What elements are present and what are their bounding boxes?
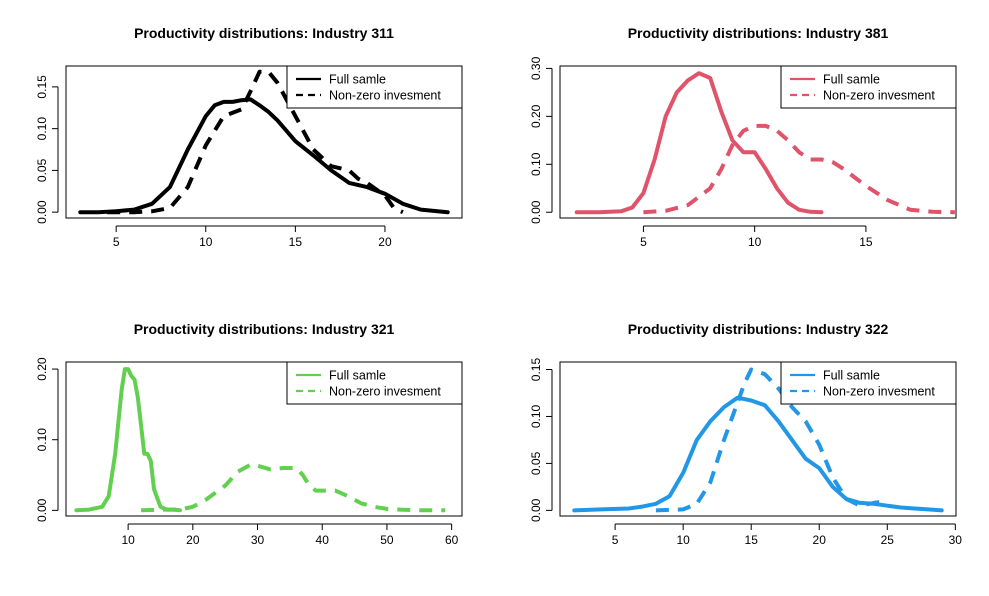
chart-panel: Productivity distributions: Industry 311… [35, 25, 463, 249]
chart-title: Productivity distributions: Industry 322 [628, 321, 889, 337]
legend: Full samle Non-zero invesment [780, 65, 957, 109]
x-tick-label: 15 [289, 235, 303, 249]
legend-label: Non-zero invesment [823, 385, 935, 399]
legend-box [286, 361, 463, 405]
x-tick-label: 5 [113, 235, 120, 249]
x-tick-label: 5 [640, 235, 647, 249]
y-tick-label: 0.30 [529, 56, 543, 80]
legend-label: Non-zero invesment [823, 89, 935, 103]
series-line-full-sample [572, 395, 944, 513]
y-tick-label: 0.05 [529, 451, 543, 475]
series-line-full-sample [78, 97, 450, 215]
x-tick-label: 10 [199, 235, 213, 249]
legend-label: Full samle [823, 369, 880, 383]
x-tick-label: 60 [445, 533, 459, 547]
legend: Full samle Non-zero invesment [286, 361, 463, 405]
chart-panel: Productivity distributions: Industry 381… [529, 25, 957, 249]
y-tick-label: 0.00 [35, 498, 49, 522]
legend-box [780, 361, 957, 405]
series-line-nonzero-investment [141, 462, 446, 513]
y-tick-label: 0.00 [529, 498, 543, 522]
series-line-nonzero-investment [643, 123, 955, 215]
x-tick-label: 25 [881, 533, 895, 547]
y-tick-label: 0.10 [529, 152, 543, 176]
legend-box [780, 65, 957, 109]
x-tick-label: 15 [745, 533, 759, 547]
plot-frame [65, 65, 463, 219]
x-tick-label: 20 [813, 533, 827, 547]
chart-title: Productivity distributions: Industry 381 [628, 25, 889, 41]
y-tick-label: 0.10 [529, 404, 543, 428]
x-tick-label: 20 [378, 235, 392, 249]
x-tick-label: 30 [949, 533, 963, 547]
legend: Full samle Non-zero invesment [780, 361, 957, 405]
legend-label: Full samle [329, 369, 386, 383]
series-line-nonzero-investment [655, 367, 888, 513]
series-line-full-sample [574, 71, 824, 215]
y-tick-label: 0.10 [35, 428, 49, 452]
legend: Full samle Non-zero invesment [286, 65, 463, 109]
x-tick-label: 5 [612, 533, 619, 547]
y-tick-label: 0.05 [35, 158, 49, 182]
chart-title: Productivity distributions: Industry 321 [134, 321, 395, 337]
plot-frame [559, 65, 957, 219]
legend-label: Non-zero invesment [329, 385, 441, 399]
plot-frame [65, 361, 463, 517]
legend-label: Full samle [823, 73, 880, 87]
y-tick-label: 0.10 [35, 117, 49, 141]
x-tick-label: 10 [676, 533, 690, 547]
x-tick-label: 20 [186, 533, 200, 547]
legend-label: Full samle [329, 73, 386, 87]
series-line-nonzero-investment [107, 69, 404, 215]
x-tick-label: 10 [121, 533, 135, 547]
chart-title: Productivity distributions: Industry 311 [134, 25, 394, 41]
y-tick-label: 0.20 [529, 104, 543, 128]
chart-panel: Productivity distributions: Industry 322… [529, 321, 962, 547]
x-tick-label: 40 [316, 533, 330, 547]
legend-box [286, 65, 463, 109]
plot-frame [559, 361, 957, 517]
y-tick-label: 0.15 [35, 75, 49, 99]
x-tick-label: 10 [748, 235, 762, 249]
y-tick-label: 0.00 [35, 200, 49, 224]
y-tick-label: 0.00 [529, 200, 543, 224]
x-tick-label: 30 [251, 533, 265, 547]
series-line-full-sample [74, 367, 182, 513]
y-tick-label: 0.15 [529, 358, 543, 382]
y-tick-label: 0.20 [35, 357, 49, 381]
x-tick-label: 50 [380, 533, 394, 547]
chart-panel: Productivity distributions: Industry 321… [35, 321, 463, 547]
legend-label: Non-zero invesment [329, 89, 441, 103]
x-tick-label: 15 [859, 235, 873, 249]
